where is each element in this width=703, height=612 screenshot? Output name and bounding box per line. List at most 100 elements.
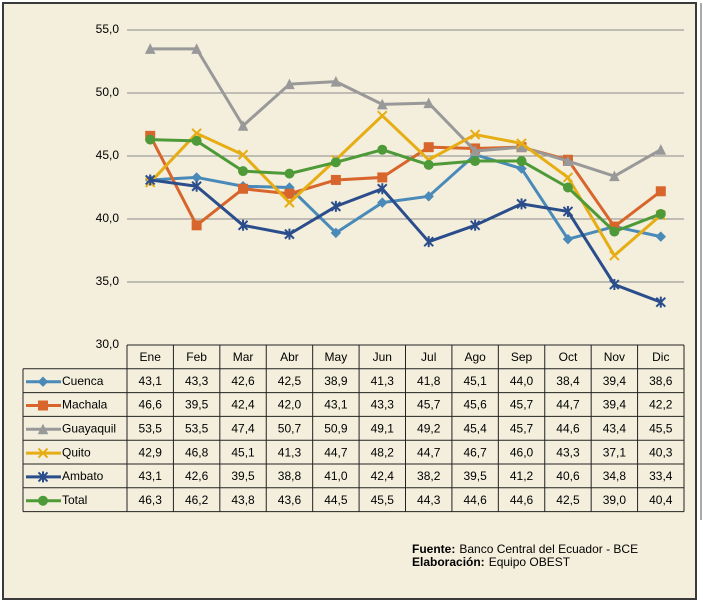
point xyxy=(145,174,156,186)
x-tick-label: Mar xyxy=(233,350,254,364)
data-label: 41,0 xyxy=(324,469,348,483)
y-tick-label: 45,0 xyxy=(96,148,120,162)
point xyxy=(655,296,666,308)
point xyxy=(284,228,295,240)
frame xyxy=(2,2,697,600)
point xyxy=(516,163,527,174)
point xyxy=(377,110,388,121)
point xyxy=(469,129,481,140)
y-tick-label: 50,0 xyxy=(96,85,120,99)
point xyxy=(377,144,388,155)
point xyxy=(284,197,295,208)
note-label: Fuente: xyxy=(412,542,455,556)
data-label: 39,4 xyxy=(603,374,627,388)
point xyxy=(562,155,574,167)
data-label: 42,6 xyxy=(231,374,255,388)
y-tick-label: 40,0 xyxy=(96,211,120,225)
point xyxy=(655,208,666,219)
point xyxy=(38,400,48,411)
data-label: 39,0 xyxy=(603,493,627,507)
y-tick-label: 35,0 xyxy=(96,274,120,288)
point xyxy=(237,120,249,131)
data-label: 43,4 xyxy=(603,421,627,435)
data-label: 50,9 xyxy=(324,421,348,435)
point xyxy=(284,168,295,179)
data-label: 50,7 xyxy=(278,421,302,435)
x-tick-label: Nov xyxy=(604,350,625,364)
data-label: 34,8 xyxy=(603,469,627,483)
x-tick-label: Ago xyxy=(464,350,486,364)
data-label: 39,4 xyxy=(603,398,627,412)
point xyxy=(237,149,249,160)
data-label: 42,4 xyxy=(371,469,395,483)
data-label: 40,4 xyxy=(649,493,673,507)
point xyxy=(376,98,388,110)
point xyxy=(377,172,388,183)
point xyxy=(191,128,202,139)
data-label: 45,5 xyxy=(371,493,395,507)
point xyxy=(37,471,49,483)
data-label: 44,3 xyxy=(417,493,441,507)
data-label: 40,6 xyxy=(556,469,580,483)
data-label: 49,1 xyxy=(371,421,395,435)
x-tick-label: Dic xyxy=(652,350,669,364)
data-label: 43,6 xyxy=(278,493,302,507)
note-text: Banco Central del Ecuador - BCE xyxy=(459,542,638,556)
x-tick-label: Ene xyxy=(140,350,162,364)
point xyxy=(562,205,574,217)
data-label: 41,3 xyxy=(278,445,302,459)
data-label: 45,6 xyxy=(463,398,487,412)
data-label: 46,6 xyxy=(139,398,163,412)
point xyxy=(470,156,481,167)
point xyxy=(145,134,156,145)
x-tick-label: Oct xyxy=(559,350,578,364)
data-label: 44,7 xyxy=(556,398,580,412)
point xyxy=(655,144,667,155)
data-label: 43,8 xyxy=(231,493,255,507)
point xyxy=(37,376,49,387)
data-label: 49,2 xyxy=(417,421,441,435)
note-text: Equipo OBEST xyxy=(489,555,571,569)
legend-label: Cuenca xyxy=(62,374,104,388)
note: Elaboración: Equipo OBEST xyxy=(412,555,571,569)
point xyxy=(469,145,481,156)
data-label: 42,5 xyxy=(556,493,580,507)
point xyxy=(423,97,435,109)
data-label: 45,1 xyxy=(463,374,487,388)
point xyxy=(330,157,341,168)
data-label: 41,8 xyxy=(417,374,441,388)
point xyxy=(609,170,620,182)
data-label: 43,1 xyxy=(324,398,348,412)
data-label: 41,2 xyxy=(510,469,534,483)
data-label: 46,3 xyxy=(139,493,163,507)
point xyxy=(609,250,620,261)
note-label: Elaboración: xyxy=(412,555,485,569)
data-label: 42,2 xyxy=(649,398,673,412)
data-label: 45,7 xyxy=(510,398,534,412)
data-label: 46,0 xyxy=(510,445,534,459)
data-label: 42,4 xyxy=(231,398,255,412)
series-line xyxy=(150,153,662,241)
data-label: 44,6 xyxy=(510,493,534,507)
legend-label: Guayaquil xyxy=(62,421,116,435)
note: Fuente: Banco Central del Ecuador - BCE xyxy=(412,542,638,556)
data-label: 44,0 xyxy=(510,374,534,388)
data-label: 42,6 xyxy=(185,469,209,483)
point xyxy=(144,43,156,54)
data-label: 44,7 xyxy=(417,445,441,459)
series-line xyxy=(150,178,662,304)
point xyxy=(655,186,666,197)
point xyxy=(609,279,620,291)
point xyxy=(37,447,49,459)
data-label: 53,5 xyxy=(185,421,209,435)
point xyxy=(655,231,666,242)
data-label: 44,6 xyxy=(556,421,580,435)
point xyxy=(191,180,202,192)
data-label: 41,3 xyxy=(371,374,395,388)
point xyxy=(377,183,388,195)
data-label: 45,5 xyxy=(649,421,673,435)
point xyxy=(516,156,527,167)
data-label: 46,8 xyxy=(185,445,209,459)
data-label: 43,1 xyxy=(139,469,163,483)
